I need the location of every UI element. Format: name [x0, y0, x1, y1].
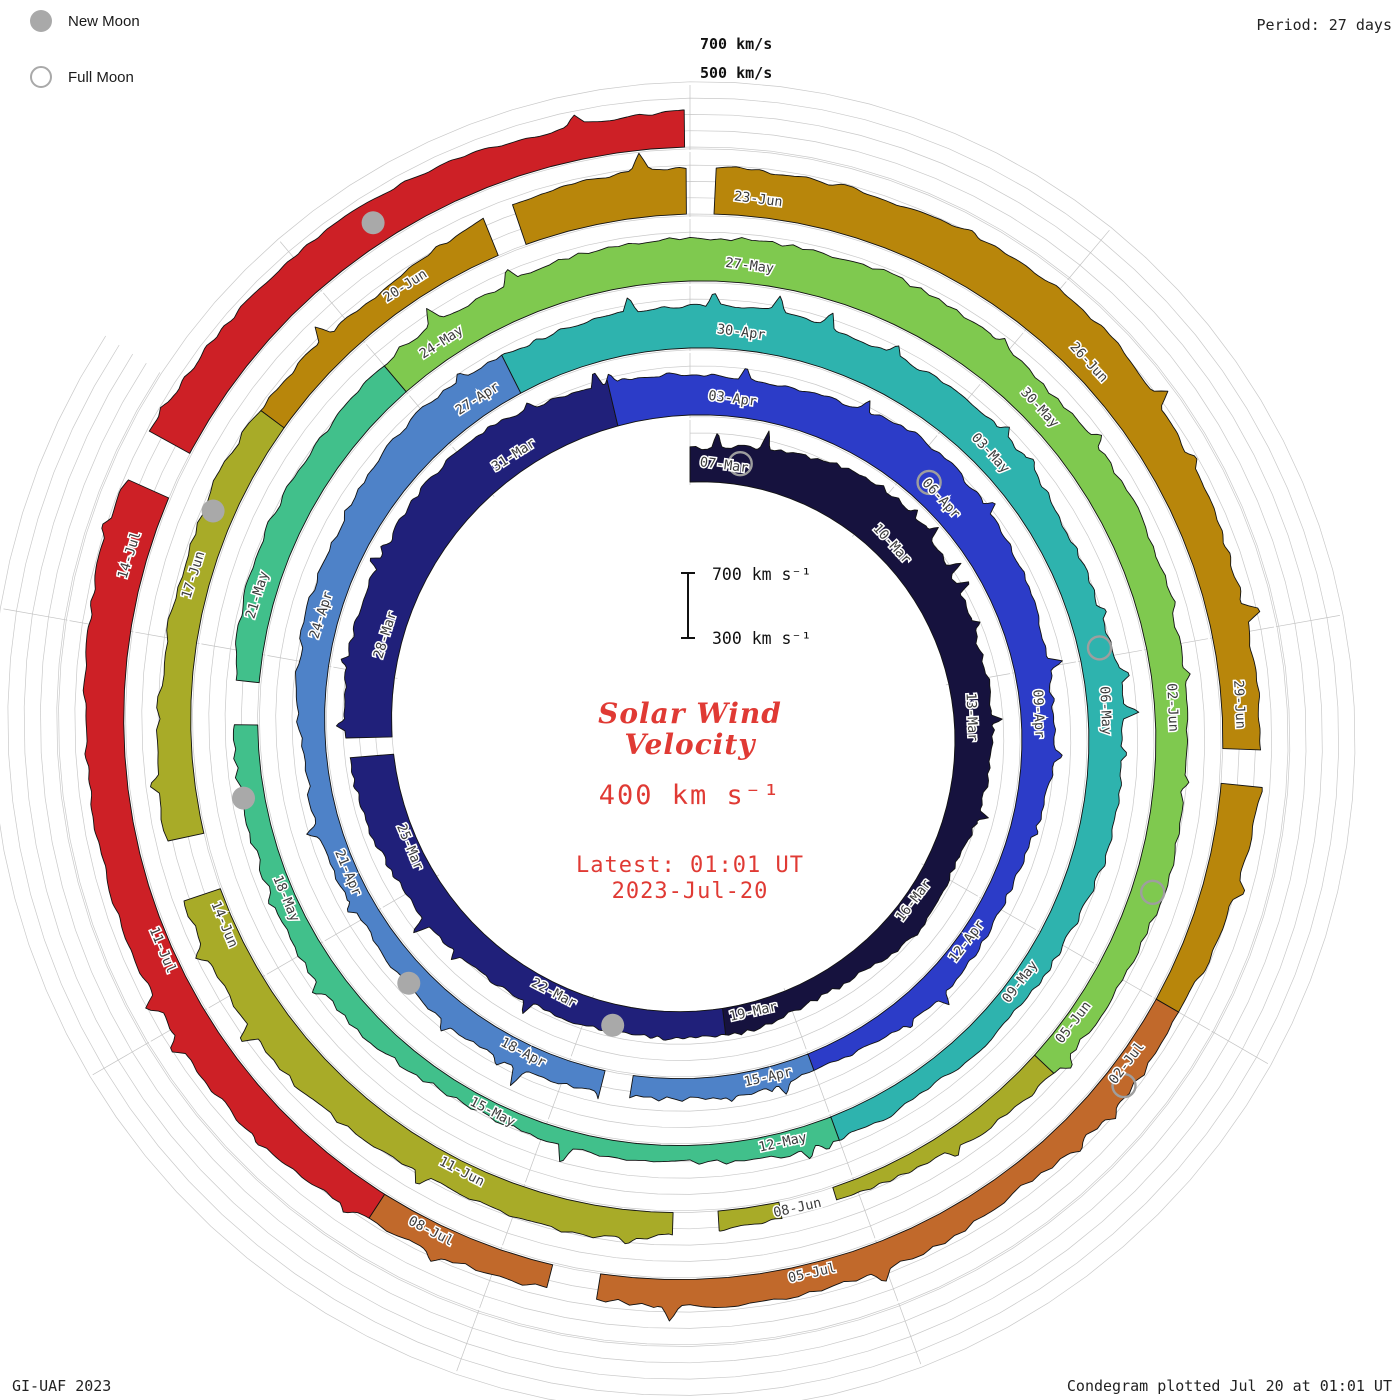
full-moon-icon: [30, 66, 52, 88]
gridline-700kms: [0, 81, 1356, 1400]
radial-tick: [1211, 1030, 1269, 1065]
velocity-band-segment: [717, 1201, 783, 1232]
credit-label: GI-UAF 2023: [12, 1377, 112, 1395]
velocity-band-segment: [596, 998, 1180, 1322]
new-moon-marker: [361, 211, 385, 235]
full-moon-marker: [727, 451, 753, 477]
date-label: 06-May: [1096, 686, 1114, 735]
velocity-band-segment: [148, 109, 686, 454]
moon-marker-layer: [201, 211, 1166, 1099]
velocity-band-segment: [512, 152, 687, 245]
moon-legend: New Moon Full Moon: [30, 10, 140, 122]
new-moon-marker: [232, 786, 255, 810]
velocity-band-segment: [150, 410, 285, 842]
velocity-band-segment: [295, 354, 606, 1100]
velocity-band-segment: [335, 372, 619, 739]
velocity-band-segment: [1155, 782, 1263, 1013]
velocity-band-segment: [606, 368, 1063, 1071]
radial-tick: [1275, 615, 1340, 628]
date-label: 13-Mar: [962, 692, 980, 741]
velocity-band-segment: [368, 1193, 554, 1289]
radial-tick: [898, 1302, 922, 1365]
gridline-600kms: [7, 97, 1339, 1396]
outer-scale-700-label: 700 km/s: [700, 35, 772, 53]
radial-tick: [3, 608, 68, 621]
new-moon-marker: [601, 1013, 625, 1037]
full-moon-marker: [1086, 635, 1113, 661]
velocity-band-segment: [629, 1053, 815, 1102]
velocity-band-segment: [383, 236, 1191, 1074]
new-moon-marker: [397, 971, 421, 995]
outer-scale-500-label: 500 km/s: [700, 64, 772, 82]
period-label: Period: 27 days: [1256, 16, 1392, 34]
full-moon-marker: [916, 469, 942, 496]
scale-bar-top-label: 700 km s⁻¹: [712, 565, 811, 584]
velocity-band-segment: [713, 166, 1262, 751]
velocity-band-segment: [832, 1054, 1055, 1201]
date-label: 08-Jun: [772, 1195, 823, 1221]
new-moon-label: New Moon: [68, 12, 140, 30]
velocity-band-segment: [183, 888, 674, 1245]
velocity-band-segment: [232, 724, 840, 1165]
gridline-500kms: [23, 114, 1323, 1380]
legend-row-new-moon: New Moon: [30, 10, 140, 32]
velocity-band-segment: [82, 479, 386, 1219]
velocity-band-segment: [349, 753, 727, 1041]
full-moon-marker: [1139, 879, 1166, 905]
legend-row-full-moon: Full Moon: [30, 66, 140, 88]
plotted-label: Condegram plotted Jul 20 at 01:01 UT: [1066, 1377, 1392, 1395]
full-moon-marker: [1111, 1072, 1137, 1099]
scale-bar-bottom-label: 300 km s⁻¹: [712, 629, 811, 648]
velocity-band-segment: [689, 430, 1003, 1036]
velocity-band-segment: [235, 365, 407, 684]
date-label: 29-Jun: [1230, 680, 1248, 729]
new-moon-icon: [30, 10, 52, 32]
velocity-band-layer: [82, 109, 1263, 1322]
velocity-band-segment: [260, 217, 499, 429]
radial-tick: [456, 1309, 480, 1372]
date-label: 02-Jun: [1163, 683, 1181, 732]
new-moon-marker: [201, 499, 225, 523]
full-moon-label: Full Moon: [68, 68, 134, 86]
scale-annotation-layer: 700 km/s 500 km/s 700 km s⁻¹ 300 km s⁻¹: [681, 35, 811, 648]
date-label: 09-Apr: [1029, 689, 1047, 738]
radial-tick: [1067, 229, 1110, 281]
radial-tick: [92, 1041, 150, 1076]
